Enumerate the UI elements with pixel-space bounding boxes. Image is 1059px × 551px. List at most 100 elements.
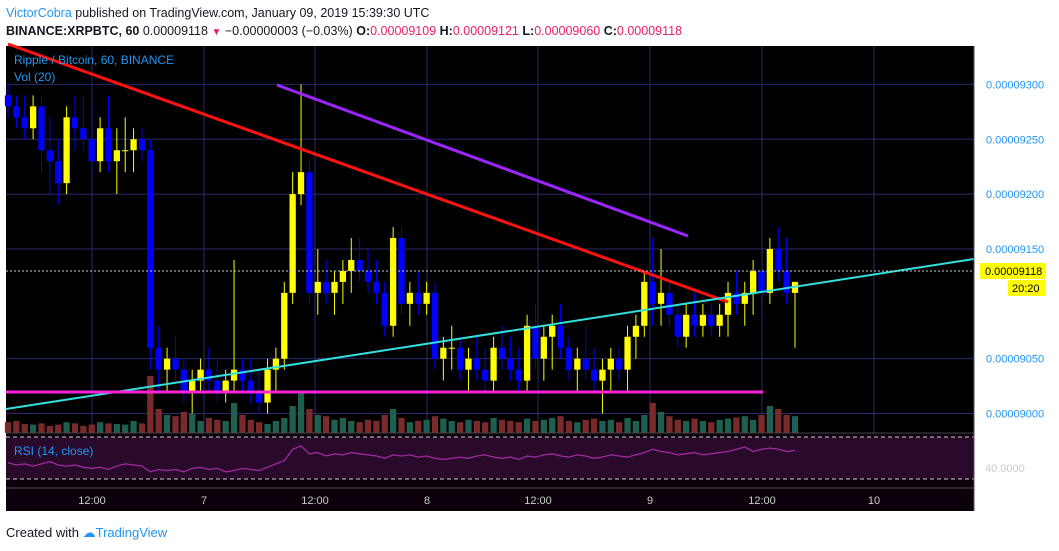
- candle-body: [13, 106, 20, 118]
- time-tick-label: 12:00: [748, 495, 776, 507]
- trendline-cyan[interactable]: [5, 258, 975, 410]
- volume-legend: Vol (20): [14, 70, 55, 84]
- volume-bar: [666, 416, 673, 433]
- candle-body: [657, 292, 665, 304]
- time-tick-label: 12:00: [301, 495, 329, 507]
- tradingview-brand[interactable]: TradingView: [95, 525, 168, 540]
- volume-bar: [21, 424, 28, 433]
- volume-bar: [507, 421, 514, 433]
- time-tick-label: 12:00: [524, 495, 552, 507]
- candle-body: [507, 358, 514, 370]
- volume-bar: [758, 415, 765, 433]
- volume-bar: [306, 409, 313, 433]
- candle-body: [323, 281, 330, 293]
- candle-body: [189, 380, 196, 392]
- price-axis[interactable]: 0.00009300 0.00009250 0.00009200 0.00009150…: [986, 79, 1044, 420]
- tradingview-logo-icon: ☁: [82, 525, 96, 540]
- candle-body: [197, 369, 204, 381]
- volume-bar: [674, 419, 681, 433]
- candle-body: [473, 358, 480, 370]
- candle-body: [741, 292, 748, 304]
- candle-body: [264, 369, 271, 403]
- price-tick-label: 0.00009250: [986, 134, 1044, 146]
- candle-body: [398, 238, 405, 304]
- volume-bar: [775, 409, 782, 433]
- volume-bar: [641, 415, 648, 433]
- volume-bar: [331, 419, 338, 433]
- volume-bar: [105, 423, 112, 433]
- candle-body: [708, 314, 715, 326]
- volume-bar: [272, 421, 280, 433]
- countdown-label: 20:20: [1012, 283, 1040, 295]
- volume-bar: [281, 418, 288, 433]
- volume-bar: [624, 418, 631, 433]
- candle-body: [314, 281, 321, 293]
- time-tick-label: 8: [424, 495, 430, 507]
- volume-bar: [138, 423, 146, 433]
- candle-body: [4, 95, 12, 107]
- candle-body: [724, 292, 732, 315]
- open-value: 0.00009109: [370, 24, 437, 38]
- chart-header: VictorCobra published on TradingView.com…: [6, 4, 1056, 40]
- volume-bar: [4, 422, 12, 433]
- candle-body: [482, 369, 489, 381]
- volume-bar: [356, 422, 363, 433]
- candle-body: [46, 150, 54, 162]
- volume-bar: [574, 422, 581, 433]
- volume-bar: [515, 422, 522, 433]
- candle-body: [766, 248, 774, 293]
- candle-body: [406, 292, 414, 304]
- last-price: 0.00009118: [142, 24, 208, 38]
- high-value: 0.00009121: [452, 24, 519, 38]
- volume-bar: [172, 416, 179, 433]
- volume-bar: [88, 424, 95, 433]
- candle-body: [247, 380, 254, 392]
- ohlc-line: BINANCE:XRPBTC, 60 0.00009118 ▼ −0.00000…: [6, 24, 682, 38]
- candle-body: [88, 139, 95, 162]
- symbol: BINANCE:XRPBTC, 60: [6, 24, 140, 38]
- candle-body: [758, 270, 765, 293]
- volume-bar: [214, 419, 221, 433]
- candle-body: [574, 358, 581, 370]
- candle-body: [138, 139, 146, 151]
- current-price-tag: [980, 263, 1046, 279]
- volume-bar: [155, 409, 162, 433]
- candle-body: [540, 336, 547, 359]
- trendline-purple[interactable]: [276, 83, 689, 238]
- trendline-red[interactable]: [7, 42, 729, 304]
- time-axis[interactable]: 12:00 7 12:00 8 12:00 9 12:00 10: [78, 495, 880, 507]
- candle-body: [733, 292, 740, 304]
- candle-body: [599, 369, 606, 381]
- volume-bar: [473, 421, 480, 433]
- volume-bar: [749, 419, 757, 433]
- volume-bar: [498, 419, 506, 433]
- candlesticks: [4, 84, 799, 414]
- published-text: published on TradingView.com, January 09…: [75, 6, 430, 20]
- volume-bar: [230, 403, 238, 433]
- volume-bar: [465, 419, 472, 433]
- candle-body: [448, 347, 455, 349]
- close-label: C:: [603, 24, 617, 38]
- candle-body: [71, 117, 79, 129]
- volume-bar: [348, 421, 355, 433]
- volume-bar: [364, 419, 372, 433]
- volume-bar: [297, 391, 305, 433]
- candle-body: [465, 358, 472, 370]
- candle-body: [306, 172, 313, 293]
- volume-bar: [791, 416, 799, 433]
- author-link[interactable]: VictorCobra: [6, 6, 72, 20]
- price-tick-label: 0.00009300: [986, 79, 1044, 91]
- price-chart[interactable]: 0.00009300 0.00009250 0.00009200 0.00009150…: [0, 40, 1059, 520]
- candle-body: [691, 314, 698, 326]
- candle-body: [549, 325, 556, 337]
- candle-body: [649, 281, 656, 304]
- volume-bar: [373, 421, 380, 433]
- candle-body: [155, 347, 162, 370]
- candle-body: [297, 172, 305, 195]
- volume-bar: [122, 424, 129, 433]
- volume-bar: [724, 418, 732, 433]
- down-arrow-icon: ▼: [211, 27, 222, 38]
- candle-body: [339, 270, 347, 282]
- candle-body: [624, 336, 631, 370]
- volume-bar: [197, 421, 204, 433]
